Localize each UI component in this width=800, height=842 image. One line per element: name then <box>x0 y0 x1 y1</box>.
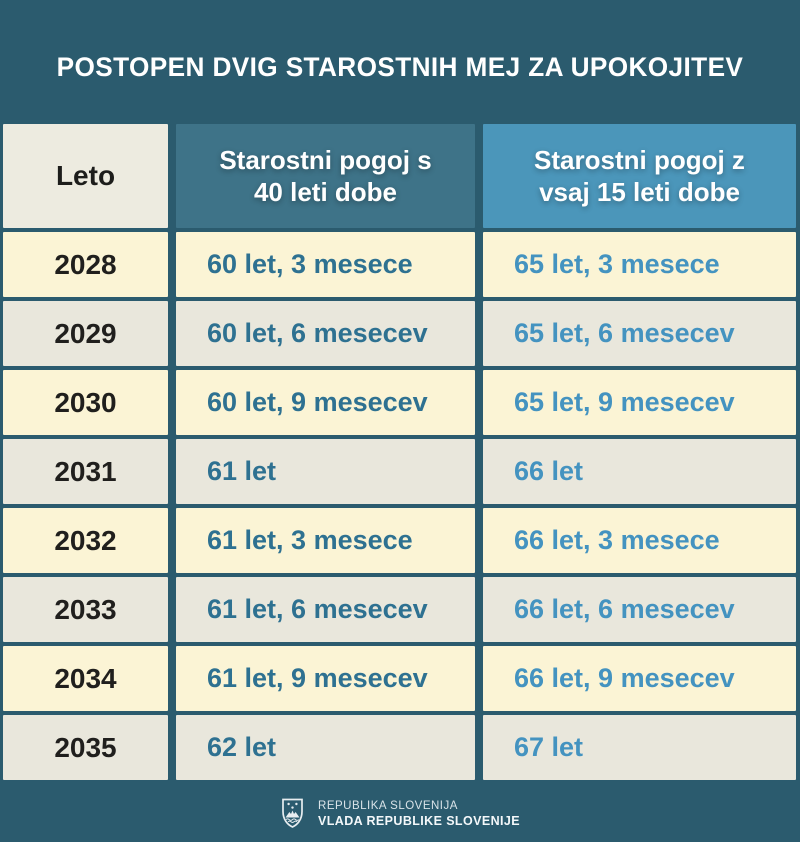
footer-org-line2: VLADA REPUBLIKE SLOVENIJE <box>318 813 520 828</box>
retirement-age-table: Leto Starostni pogoj s 40 leti dobe Star… <box>3 124 796 780</box>
coat-of-arms-icon <box>282 798 303 828</box>
column-header-15-line2: vsaj 15 leti dobe <box>539 177 740 207</box>
column-header-15-line1: Starostni pogoj z <box>534 144 745 175</box>
column-header-15-years: Starostni pogoj z vsaj 15 leti dobe <box>483 124 796 228</box>
cond-40-cell: 61 let, 9 mesecev <box>176 646 475 711</box>
cond-15-cell: 66 let <box>483 439 796 504</box>
year-cell: 2032 <box>3 508 168 573</box>
cond-15-cell: 66 let, 9 mesecev <box>483 646 796 711</box>
cond-15-cell: 67 let <box>483 715 796 780</box>
year-cell: 2033 <box>3 577 168 642</box>
cond-15-cell: 65 let, 3 mesece <box>483 232 796 297</box>
year-cell: 2030 <box>3 370 168 435</box>
cond-40-cell: 60 let, 9 mesecev <box>176 370 475 435</box>
cond-15-cell: 66 let, 6 mesecev <box>483 577 796 642</box>
year-cell: 2031 <box>3 439 168 504</box>
infographic-title: POSTOPEN DVIG STAROSTNIH MEJ ZA UPOKOJIT… <box>0 0 800 84</box>
government-logo: REPUBLIKA SLOVENIJA VLADA REPUBLIKE SLOV… <box>0 798 800 829</box>
footer-org-line1: REPUBLIKA SLOVENIJA <box>318 799 458 812</box>
column-header-40-years: Starostni pogoj s 40 leti dobe <box>176 124 475 228</box>
year-cell: 2028 <box>3 232 168 297</box>
year-cell: 2029 <box>3 301 168 366</box>
cond-15-cell: 65 let, 9 mesecev <box>483 370 796 435</box>
cond-40-cell: 61 let, 6 mesecev <box>176 577 475 642</box>
column-header-40-line2: 40 leti dobe <box>253 177 398 207</box>
cond-40-cell: 60 let, 6 mesecev <box>176 301 475 366</box>
cond-40-cell: 60 let, 3 mesece <box>176 232 475 297</box>
column-header-year-label: Leto <box>55 160 116 191</box>
year-cell: 2034 <box>3 646 168 711</box>
cond-40-cell: 61 let, 3 mesece <box>176 508 475 573</box>
page-title: POSTOPEN DVIG STAROSTNIH MEJ ZA UPOKOJIT… <box>56 52 744 82</box>
column-header-40-line1: Starostni pogoj s <box>219 144 432 175</box>
column-header-year: Leto <box>3 124 168 228</box>
cond-40-cell: 62 let <box>176 715 475 780</box>
cond-40-cell: 61 let <box>176 439 475 504</box>
year-cell: 2035 <box>3 715 168 780</box>
government-logo-text: REPUBLIKA SLOVENIJA VLADA REPUBLIKE SLOV… <box>318 800 520 828</box>
cond-15-cell: 66 let, 3 mesece <box>483 508 796 573</box>
cond-15-cell: 65 let, 6 mesecev <box>483 301 796 366</box>
